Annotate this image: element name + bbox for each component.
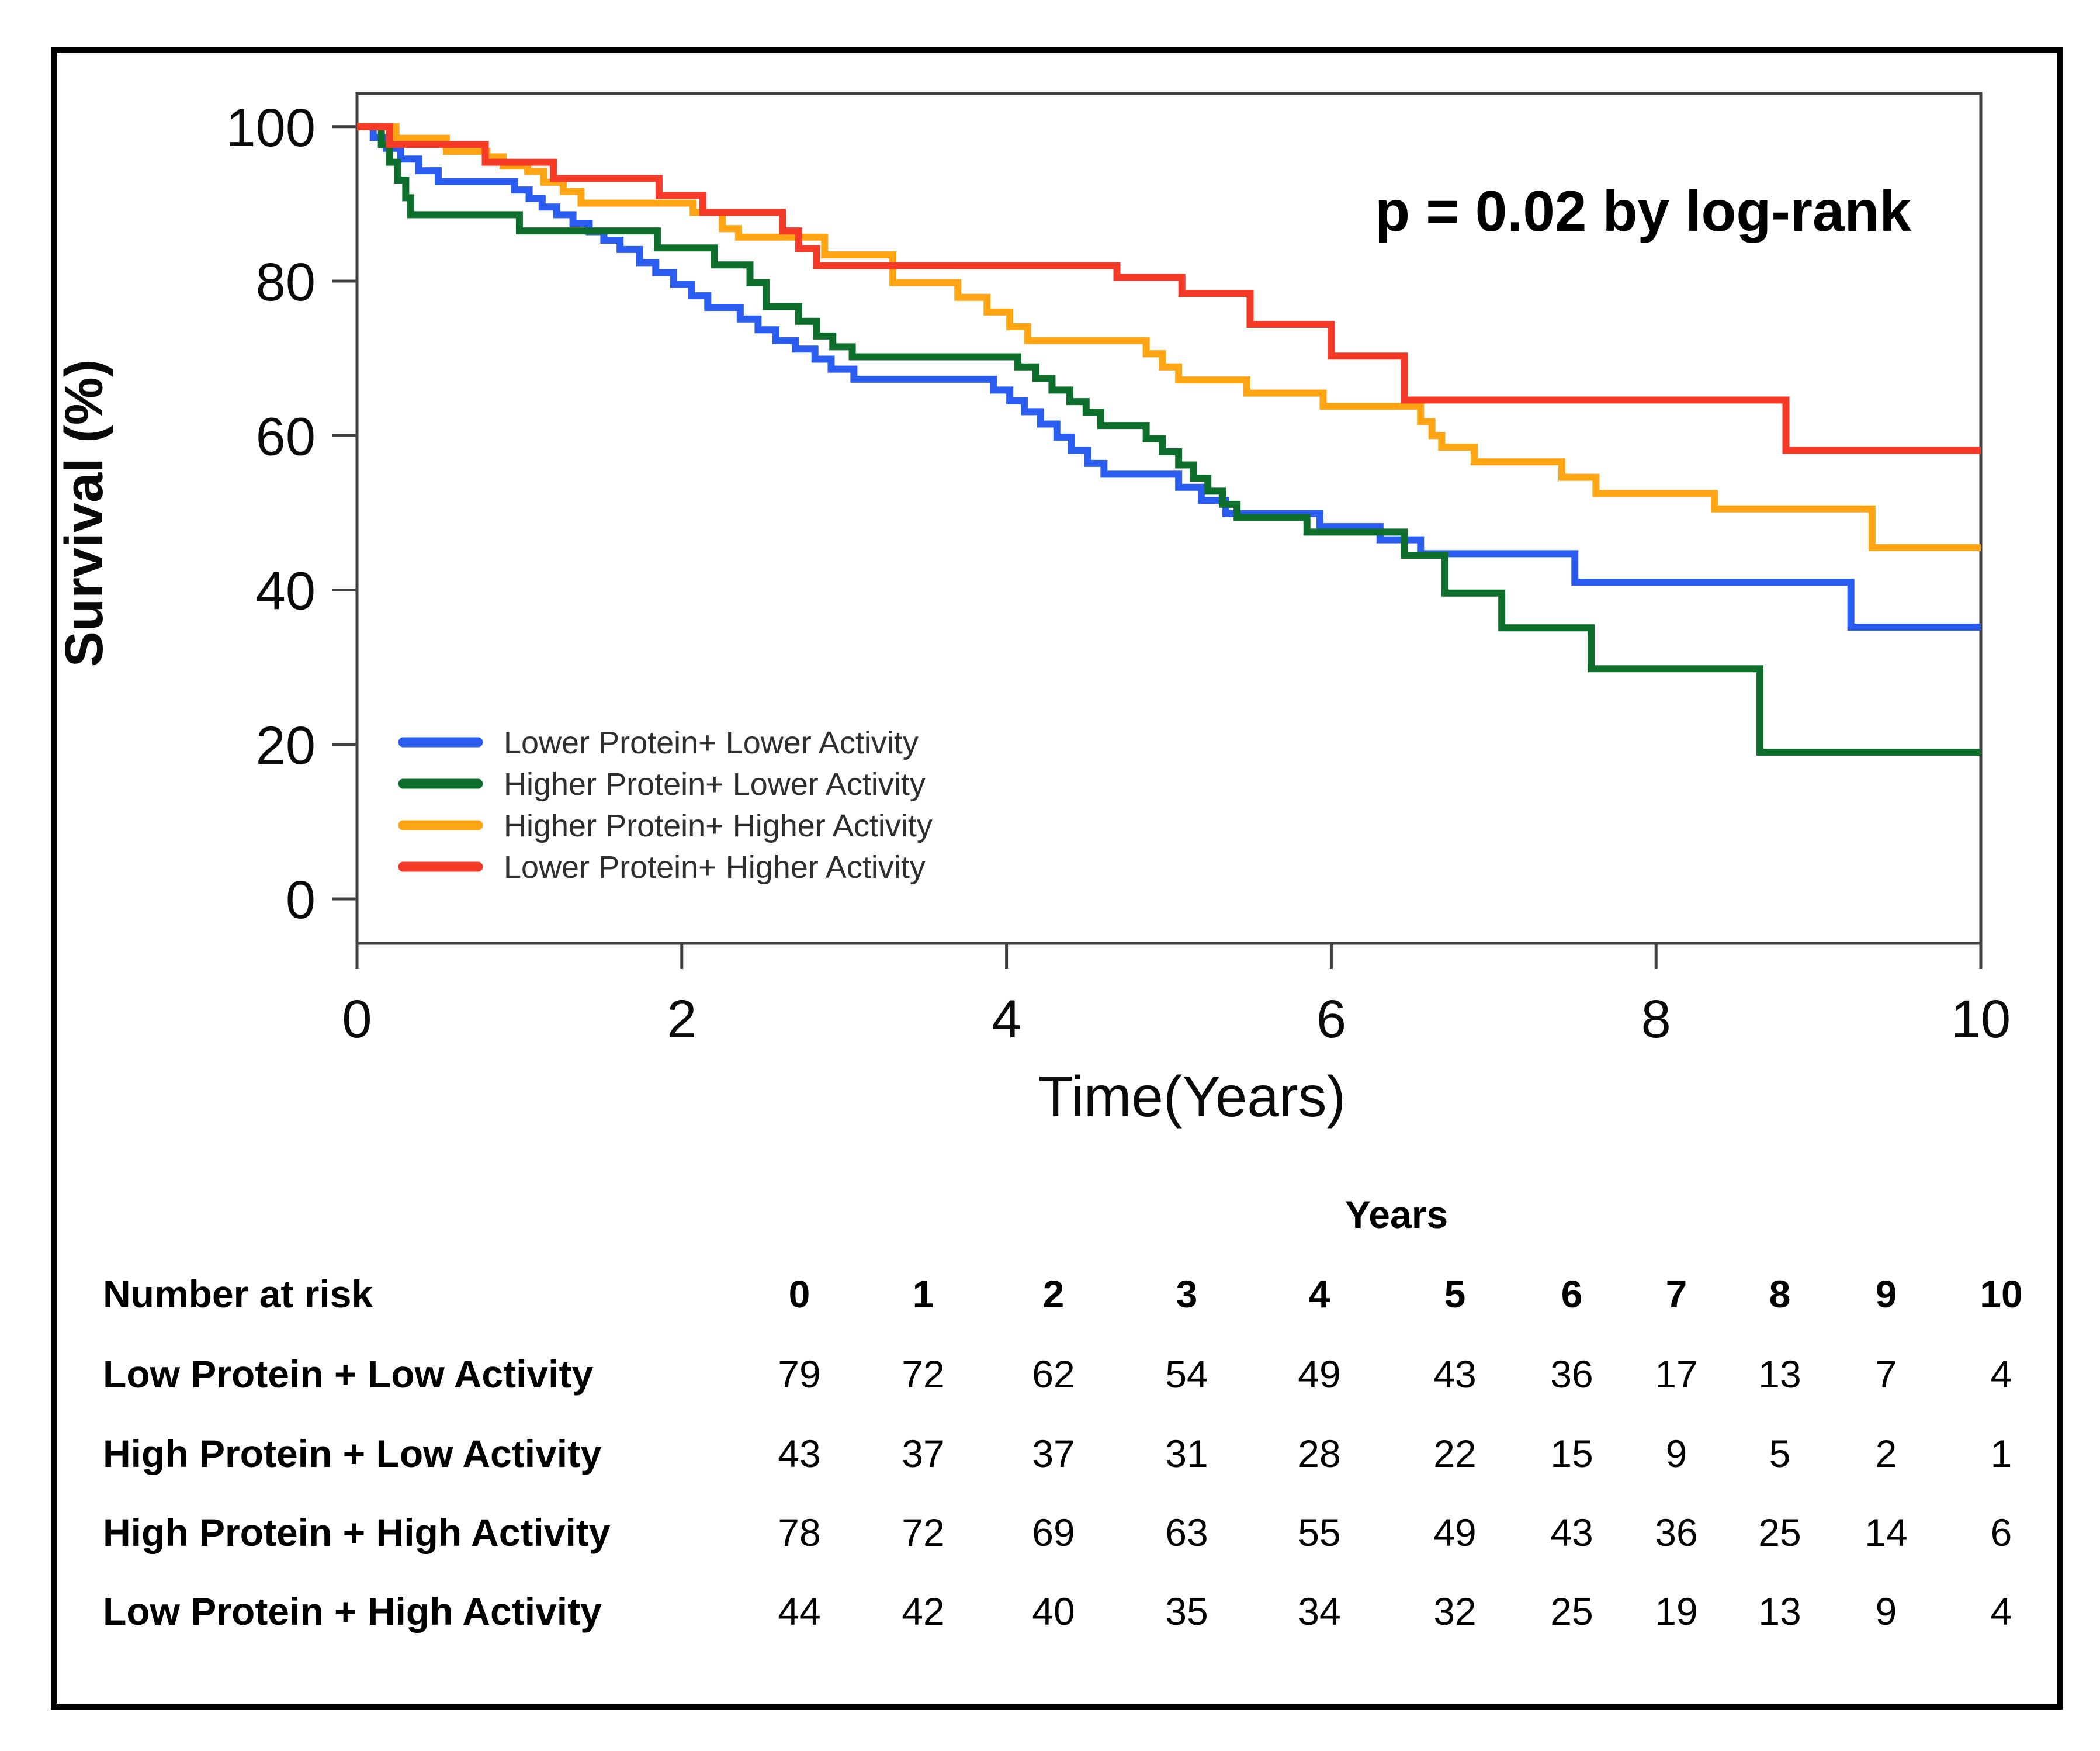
- risk-row-label-low-protein-high-activity: Low Protein + High Activity: [103, 1590, 602, 1633]
- km-survival-chart: 100 80 60 40 20 0 0 2 4 6 8 10 Lower Protein+ Lowe…: [54, 92, 2011, 1129]
- risk-year-col-4: 4: [1308, 1272, 1330, 1316]
- risk-count-high-protein-high-activity-y5: 49: [1433, 1511, 1477, 1554]
- risk-count-high-protein-high-activity-y4: 55: [1298, 1511, 1341, 1554]
- risk-count-high-protein-high-activity-y8: 25: [1758, 1511, 1801, 1554]
- x-tick-label-10: 10: [1951, 989, 2011, 1049]
- series-line-lower-protein-lower-activity: [357, 123, 1981, 631]
- legend-label-lower-protein-lower-activity: Lower Protein+ Lower Activity: [504, 725, 919, 760]
- risk-count-low-protein-high-activity-y4: 34: [1298, 1590, 1341, 1633]
- risk-row-label-low-protein-low-activity: Low Protein + Low Activity: [103, 1352, 594, 1396]
- y-tick-label-80: 80: [256, 252, 316, 312]
- risk-count-high-protein-low-activity-y10: 1: [1990, 1432, 2012, 1475]
- p-value-annotation: p = 0.02 by log-rank: [1375, 179, 1911, 243]
- risk-count-low-protein-high-activity-y3: 35: [1165, 1590, 1208, 1633]
- risk-count-low-protein-high-activity-y8: 13: [1758, 1590, 1801, 1633]
- risk-count-high-protein-low-activity-y8: 5: [1769, 1432, 1791, 1475]
- risk-count-low-protein-high-activity-y2: 40: [1032, 1590, 1075, 1633]
- risk-count-high-protein-high-activity-y10: 6: [1990, 1511, 2012, 1554]
- risk-count-low-protein-low-activity-y6: 36: [1550, 1352, 1593, 1396]
- risk-count-high-protein-high-activity-y9: 14: [1865, 1511, 1908, 1554]
- x-tick-label-4: 4: [992, 989, 1021, 1049]
- risk-count-high-protein-low-activity-y2: 37: [1032, 1432, 1075, 1475]
- risk-count-high-protein-low-activity-y9: 2: [1875, 1432, 1897, 1475]
- risk-count-high-protein-low-activity-y1: 37: [902, 1432, 945, 1475]
- risk-count-low-protein-high-activity-y7: 19: [1655, 1590, 1698, 1633]
- risk-count-high-protein-high-activity-y0: 78: [778, 1511, 821, 1554]
- risk-count-low-protein-high-activity-y9: 9: [1875, 1590, 1897, 1633]
- risk-year-col-2: 2: [1042, 1272, 1065, 1316]
- risk-count-low-protein-high-activity-y1: 42: [902, 1590, 945, 1633]
- risk-year-col-7: 7: [1665, 1272, 1687, 1316]
- y-tick-label-20: 20: [256, 716, 316, 776]
- legend-label-higher-protein-lower-activity: Higher Protein+ Lower Activity: [504, 767, 926, 802]
- risk-count-low-protein-low-activity-y9: 7: [1875, 1352, 1897, 1396]
- risk-count-high-protein-low-activity-y3: 31: [1165, 1432, 1208, 1475]
- plot-frame: [355, 92, 1983, 945]
- risk-count-low-protein-low-activity-y7: 17: [1655, 1352, 1698, 1396]
- risk-count-low-protein-low-activity-y1: 72: [902, 1352, 945, 1396]
- risk-year-col-5: 5: [1444, 1272, 1466, 1316]
- risk-year-col-1: 1: [912, 1272, 934, 1316]
- series-line-lower-protein-higher-activity: [357, 123, 1981, 454]
- risk-count-low-protein-low-activity-y10: 4: [1990, 1352, 2012, 1396]
- risk-count-high-protein-low-activity-y6: 15: [1550, 1432, 1593, 1475]
- legend-label-lower-protein-higher-activity: Lower Protein+ Higher Activity: [504, 850, 926, 885]
- y-tick-label-60: 60: [256, 407, 316, 466]
- risk-count-high-protein-low-activity-y4: 28: [1298, 1432, 1341, 1475]
- x-tick-label-0: 0: [342, 989, 372, 1049]
- risk-year-col-0: 0: [788, 1272, 810, 1316]
- risk-count-low-protein-high-activity-y5: 32: [1433, 1590, 1477, 1633]
- risk-year-col-6: 6: [1561, 1272, 1583, 1316]
- risk-count-low-protein-high-activity-y0: 44: [778, 1590, 821, 1633]
- risk-count-low-protein-low-activity-y8: 13: [1758, 1352, 1801, 1396]
- risk-year-col-9: 9: [1875, 1272, 1897, 1316]
- risk-count-high-protein-high-activity-y7: 36: [1655, 1511, 1698, 1554]
- figure-border: [51, 47, 2063, 1710]
- risk-year-col-8: 8: [1769, 1272, 1791, 1316]
- x-tick-label-2: 2: [667, 989, 696, 1049]
- legend: Lower Protein+ Lower Activity Higher Prot…: [398, 725, 933, 885]
- risk-count-high-protein-high-activity-y1: 72: [902, 1511, 945, 1554]
- risk-count-low-protein-high-activity-y10: 4: [1990, 1590, 2012, 1633]
- risk-table-header-label: Number at risk: [103, 1272, 373, 1316]
- y-tick-label-0: 0: [286, 870, 316, 930]
- risk-count-low-protein-high-activity-y6: 25: [1550, 1590, 1593, 1633]
- risk-year-col-10: 10: [1980, 1272, 2023, 1316]
- risk-count-low-protein-low-activity-y5: 43: [1433, 1352, 1477, 1396]
- y-axis-ticks: 100 80 60 40 20 0: [226, 98, 357, 930]
- y-tick-label-100: 100: [226, 98, 316, 158]
- risk-count-low-protein-low-activity-y0: 79: [778, 1352, 821, 1396]
- series-line-higher-protein-higher-activity: [357, 123, 1981, 551]
- risk-count-low-protein-low-activity-y2: 62: [1032, 1352, 1075, 1396]
- y-axis-title: Survival (%): [54, 359, 114, 667]
- risk-count-high-protein-low-activity-y7: 9: [1665, 1432, 1687, 1475]
- risk-count-high-protein-high-activity-y6: 43: [1550, 1511, 1593, 1554]
- risk-row-label-high-protein-high-activity: High Protein + High Activity: [103, 1511, 611, 1554]
- risk-count-low-protein-low-activity-y4: 49: [1298, 1352, 1341, 1396]
- x-tick-label-6: 6: [1316, 989, 1346, 1049]
- risk-count-high-protein-high-activity-y3: 63: [1165, 1511, 1208, 1554]
- risk-table-years-title: Years: [1344, 1193, 1448, 1236]
- risk-count-high-protein-high-activity-y2: 69: [1032, 1511, 1075, 1554]
- risk-count-high-protein-low-activity-y0: 43: [778, 1432, 821, 1475]
- risk-year-col-3: 3: [1176, 1272, 1198, 1316]
- x-axis-ticks: 0 2 4 6 8 10: [342, 943, 2011, 1049]
- series-line-higher-protein-lower-activity: [357, 123, 1981, 756]
- survival-curves: [357, 123, 1981, 756]
- risk-count-low-protein-low-activity-y3: 54: [1165, 1352, 1208, 1396]
- risk-row-label-high-protein-low-activity: High Protein + Low Activity: [103, 1432, 602, 1475]
- y-tick-label-40: 40: [256, 562, 316, 621]
- x-axis-title: Time(Years): [1038, 1064, 1346, 1129]
- risk-count-high-protein-low-activity-y5: 22: [1433, 1432, 1477, 1475]
- x-tick-label-8: 8: [1641, 989, 1671, 1049]
- legend-label-higher-protein-higher-activity: Higher Protein+ Higher Activity: [504, 808, 933, 843]
